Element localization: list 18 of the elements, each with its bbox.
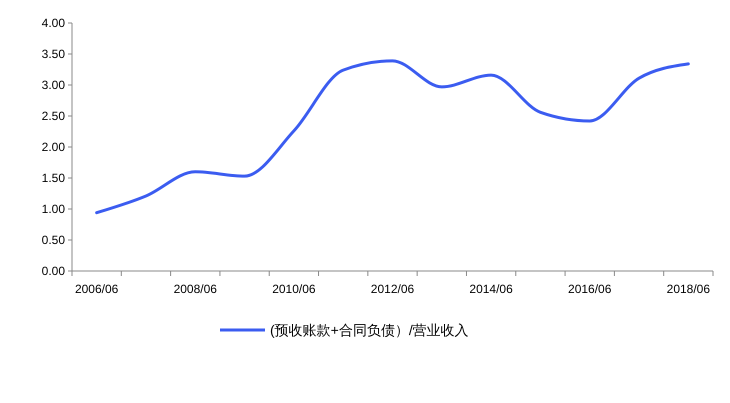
y-tick-label: 3.00 <box>42 78 66 92</box>
y-tick-label: 2.00 <box>42 140 66 154</box>
y-tick-label: 1.50 <box>42 171 66 186</box>
x-tick-label: 2010/06 <box>272 282 316 296</box>
x-tick-label: 2016/06 <box>568 282 612 296</box>
y-tick-label: 3.50 <box>42 47 66 62</box>
x-tick-label: 2008/06 <box>174 282 218 296</box>
x-tick-label: 2014/06 <box>469 282 514 296</box>
y-tick-label: 0.50 <box>42 233 66 248</box>
x-tick-label: 2018/06 <box>666 282 710 296</box>
y-tick-label: 1.00 <box>42 202 66 216</box>
x-tick-label: 2012/06 <box>370 282 415 296</box>
legend-label: (预收账款+合同负债）/营业收入 <box>270 322 469 338</box>
y-tick-label: 2.50 <box>42 109 66 124</box>
y-tick-label: 4.00 <box>42 16 66 30</box>
y-tick-label: 0.00 <box>42 264 66 278</box>
x-tick-label: 2006/06 <box>74 282 119 296</box>
line-series <box>95 59 690 214</box>
